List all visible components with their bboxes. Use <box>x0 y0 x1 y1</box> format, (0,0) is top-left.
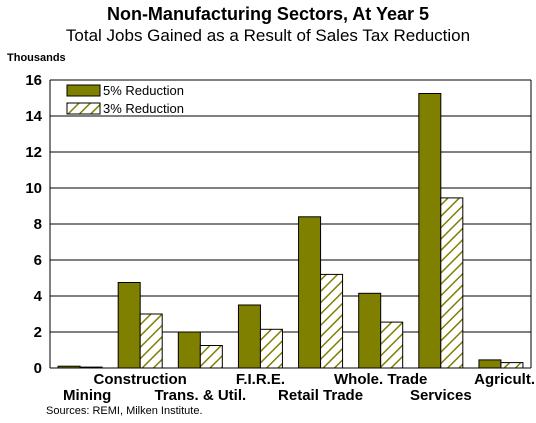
y-axis-label: Thousands <box>7 52 66 64</box>
source-note: Sources: REMI, Milken Institute. <box>46 405 203 417</box>
bar-3pct-7 <box>500 362 524 369</box>
category-label: Services <box>410 387 472 404</box>
y-tick-label: 4 <box>34 288 43 305</box>
bar-3pct-3 <box>259 328 283 369</box>
category-label: Construction <box>94 371 187 388</box>
legend: 5% Reduction 3% Reduction <box>66 83 184 116</box>
bar-3pct-6 <box>440 197 464 369</box>
bar-3pct-2 <box>199 345 223 369</box>
legend-swatch <box>66 84 101 97</box>
bar-5pct-4 <box>298 216 322 369</box>
y-tick-label: 8 <box>34 216 42 233</box>
y-tick-label: 2 <box>34 324 42 341</box>
chart-subtitle: Total Jobs Gained as a Result of Sales T… <box>65 26 471 45</box>
axes <box>49 80 532 369</box>
y-tick-label: 6 <box>34 252 42 269</box>
legend-label: 5% Reduction <box>103 83 184 98</box>
bar-5pct-2 <box>177 331 201 369</box>
category-label: Trans. & Util. <box>154 387 246 404</box>
category-label: F.I.R.E. <box>236 371 285 388</box>
bar-5pct-3 <box>237 304 261 369</box>
chart-title: Non-Manufacturing Sectors, At Year 5 <box>106 4 430 24</box>
category-label: Agricult. <box>474 371 535 388</box>
legend-swatch <box>66 102 101 115</box>
bars <box>57 93 524 369</box>
category-label: Whole. Trade <box>334 371 427 388</box>
y-tick-labels: 0 2 4 6 8 10 12 14 16 <box>25 72 42 377</box>
bar-3pct-1 <box>139 313 163 369</box>
category-label: Retail Trade <box>278 387 363 404</box>
y-tick-label: 10 <box>25 180 42 197</box>
legend-label: 3% Reduction <box>103 101 184 116</box>
bar-5pct-1 <box>117 282 141 369</box>
bar-5pct-5 <box>358 292 382 369</box>
category-label: Mining <box>63 387 111 404</box>
y-tick-label: 12 <box>25 144 42 161</box>
bar-3pct-5 <box>380 321 404 369</box>
bar-5pct-7 <box>478 359 502 369</box>
y-tick-label: 0 <box>34 360 42 377</box>
bar-5pct-6 <box>418 93 442 369</box>
y-tick-label: 14 <box>25 108 42 125</box>
y-tick-label: 16 <box>25 72 42 89</box>
bar-3pct-4 <box>320 273 344 369</box>
